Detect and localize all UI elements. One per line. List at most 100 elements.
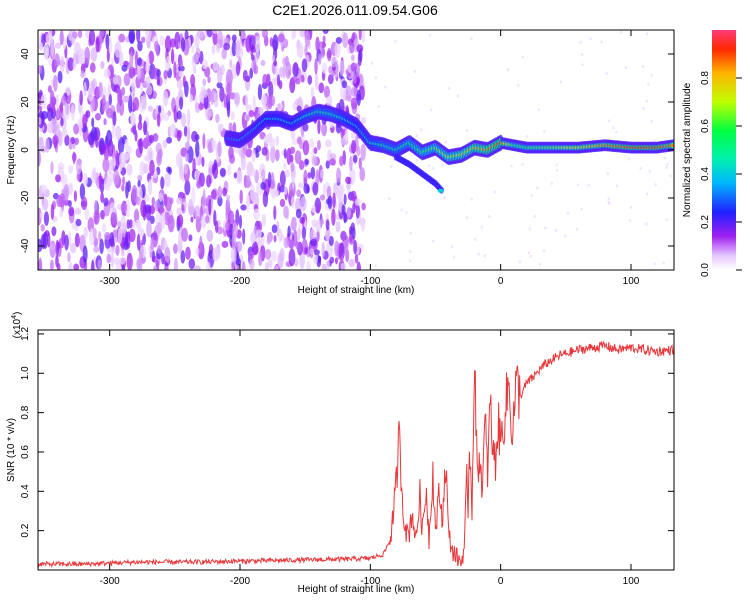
noise-speck	[57, 70, 63, 84]
noise-speck	[74, 207, 82, 215]
noise-speck	[118, 164, 123, 172]
noise-speck	[235, 40, 241, 59]
noise-speck	[488, 214, 491, 218]
noise-speck	[432, 166, 435, 170]
noise-speck	[193, 205, 201, 220]
noise-speck	[196, 180, 202, 189]
noise-speck	[301, 226, 307, 240]
noise-speck	[284, 169, 290, 178]
noise-speck	[360, 143, 366, 161]
noise-speck	[47, 232, 51, 248]
noise-speck	[428, 164, 431, 168]
noise-speck	[181, 204, 185, 212]
noise-speck	[530, 194, 533, 198]
noise-speck	[95, 36, 100, 53]
noise-speck	[157, 105, 162, 114]
noise-speck	[191, 45, 195, 54]
noise-speck	[125, 199, 131, 218]
noise-speck	[71, 31, 78, 39]
noise-speck	[628, 218, 631, 222]
noise-speck	[149, 159, 155, 176]
noise-speck	[278, 185, 286, 193]
spectrogram-xlabel: Height of straight line (km)	[298, 285, 415, 296]
y-tick-label: 0	[20, 147, 31, 153]
noise-speck	[518, 260, 522, 264]
noise-speck	[510, 164, 513, 168]
noise-speck	[108, 36, 113, 55]
noise-speck	[293, 62, 298, 74]
noise-speck	[223, 42, 231, 51]
noise-speck	[317, 53, 322, 66]
noise-speck	[306, 260, 311, 270]
noise-speck	[160, 176, 165, 190]
noise-speck	[290, 162, 295, 173]
noise-speck	[282, 162, 287, 170]
noise-speck	[350, 222, 355, 232]
noise-speck	[340, 230, 347, 242]
noise-speck	[650, 119, 653, 123]
noise-speck	[188, 234, 193, 242]
x-tick-label: 100	[623, 576, 640, 587]
noise-speck	[214, 220, 219, 234]
noise-speck	[302, 140, 310, 156]
noise-speck	[163, 70, 168, 80]
noise-speck	[335, 36, 343, 44]
noise-speck	[147, 105, 154, 112]
noise-speck	[325, 160, 330, 169]
noise-speck	[317, 256, 322, 264]
noise-speck	[178, 70, 184, 78]
noise-speck	[115, 261, 121, 270]
noise-speck	[121, 64, 128, 72]
noise-speck	[178, 65, 185, 72]
x-tick-label: 0	[498, 576, 504, 587]
noise-speck	[388, 197, 391, 201]
noise-speck	[78, 121, 83, 136]
noise-speck	[97, 231, 102, 243]
noise-speck	[102, 157, 110, 173]
noise-speck	[189, 94, 194, 103]
noise-speck	[119, 151, 126, 168]
noise-speck	[261, 213, 267, 227]
noise-speck	[177, 214, 184, 228]
noise-speck	[72, 59, 77, 71]
noise-speck	[346, 94, 352, 102]
noise-speck	[240, 204, 247, 211]
noise-speck	[228, 154, 235, 164]
noise-speck	[118, 51, 124, 67]
noise-speck	[230, 246, 237, 263]
noise-speck	[135, 196, 141, 206]
noise-speck	[54, 42, 62, 49]
branch-core	[437, 188, 444, 193]
noise-speck	[249, 67, 254, 79]
noise-speck	[312, 253, 318, 264]
noise-speck	[175, 96, 180, 113]
noise-speck	[358, 30, 362, 41]
noise-speck	[236, 240, 243, 253]
noise-speck	[331, 208, 336, 226]
noise-speck	[134, 130, 138, 142]
noise-speck	[175, 152, 183, 168]
noise-speck	[198, 103, 205, 110]
noise-speck	[50, 40, 55, 57]
noise-speck	[278, 228, 283, 242]
noise-speck	[202, 89, 208, 98]
noise-speck	[38, 136, 44, 153]
noise-speck	[74, 232, 80, 248]
noise-speck	[53, 74, 58, 92]
x-tick-label: -100	[360, 576, 380, 587]
noise-speck	[350, 62, 357, 72]
noise-speck	[136, 233, 141, 251]
noise-speck	[257, 107, 264, 115]
noise-speck	[70, 136, 76, 145]
noise-speck	[529, 254, 532, 258]
noise-speck	[332, 192, 336, 209]
noise-speck	[306, 184, 310, 194]
noise-speck	[628, 157, 631, 161]
noise-speck	[72, 151, 76, 165]
noise-speck	[284, 55, 290, 67]
noise-speck	[217, 195, 223, 207]
noise-speck	[559, 80, 563, 84]
noise-speck	[83, 226, 88, 239]
noise-speck	[201, 59, 208, 70]
noise-speck	[331, 56, 337, 68]
